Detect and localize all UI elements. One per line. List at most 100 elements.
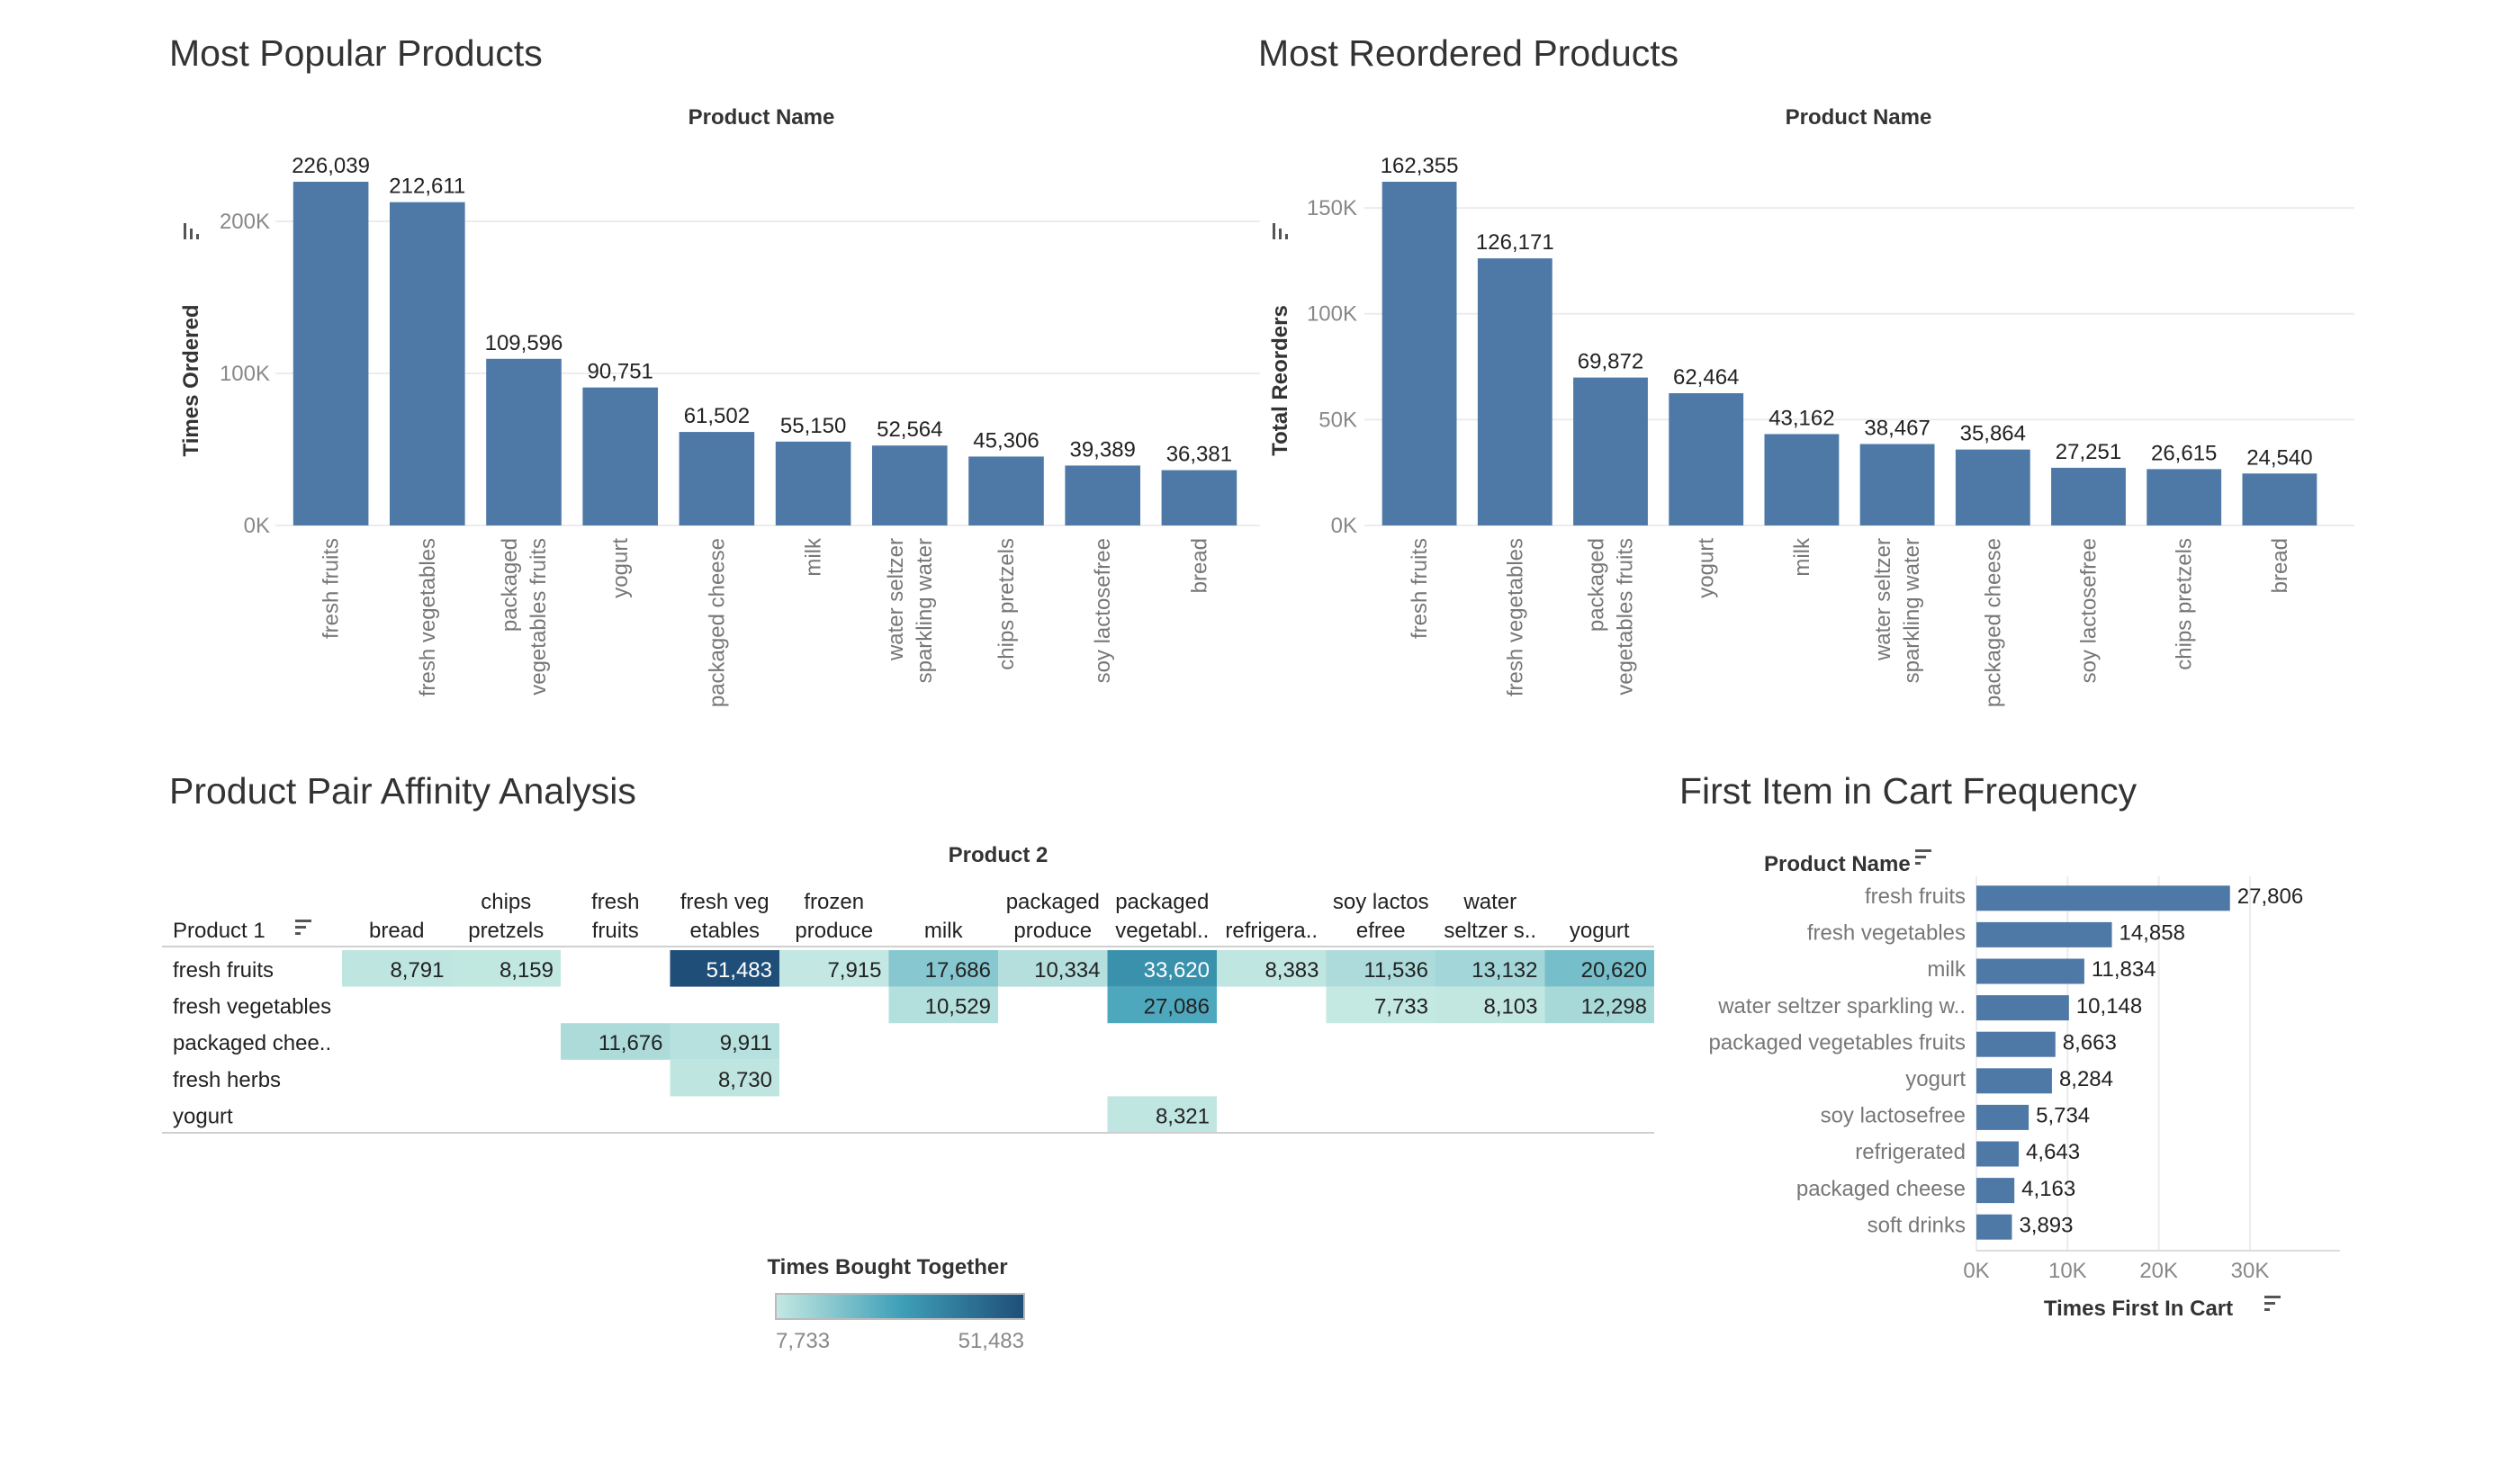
bar[interactable]	[1976, 995, 2069, 1021]
bar[interactable]	[775, 441, 851, 525]
heatmap-cell[interactable]	[670, 950, 780, 987]
heatmap-cell[interactable]	[888, 986, 999, 1024]
heatmap-cell[interactable]	[1217, 950, 1327, 987]
bar[interactable]	[1764, 434, 1840, 525]
bar[interactable]	[1477, 258, 1552, 525]
bar[interactable]	[1859, 444, 1935, 525]
row-sort-icon[interactable]	[295, 920, 311, 935]
bar-value-label: 27,251	[2056, 440, 2121, 464]
bar[interactable]	[1976, 1214, 2012, 1240]
bar-value-label: 61,502	[684, 404, 750, 428]
category-label-line: bread	[2268, 538, 2292, 593]
column-header: pretzels	[468, 919, 544, 943]
heatmap-cell[interactable]	[1107, 950, 1218, 987]
row-label: yogurt	[173, 1104, 233, 1128]
bar[interactable]	[1976, 1104, 2030, 1130]
bar[interactable]	[1669, 393, 1744, 525]
bar[interactable]	[2146, 469, 2222, 525]
category-label-line: fresh fruits	[320, 538, 344, 639]
bar[interactable]	[582, 387, 659, 525]
category-label: water seltzer sparkling water	[1871, 538, 1924, 683]
bar-value-label: 8,284	[2059, 1067, 2113, 1091]
popular-title: Most Popular Products	[169, 32, 543, 74]
category-label: yogurt	[1695, 538, 1719, 598]
column-header: fresh veg	[680, 890, 770, 914]
bar[interactable]	[1976, 921, 2112, 947]
category-label: milk	[802, 537, 826, 577]
x-axis-title: Times First In Cart	[2044, 1297, 2233, 1321]
category-label: chips pretzels	[2173, 538, 2197, 670]
bar[interactable]	[1065, 465, 1141, 525]
y-sort-icon[interactable]	[184, 223, 199, 239]
legend-min-label: 7,733	[776, 1329, 830, 1353]
y-sort-icon[interactable]	[1273, 223, 1288, 239]
x-sort-icon[interactable]	[2264, 1296, 2281, 1311]
sort-bar	[1915, 849, 1931, 852]
product-sort-icon[interactable]	[1915, 849, 1931, 865]
heatmap-cell-value: 17,686	[925, 958, 991, 983]
heatmap-cell[interactable]	[670, 1059, 780, 1097]
y-tick-label: 0K	[1331, 514, 1357, 538]
category-label: fresh vegetables	[1503, 538, 1527, 696]
heatmap-cell[interactable]	[451, 950, 562, 987]
category-label-line: chips pretzels	[2173, 538, 2197, 670]
bar[interactable]	[1976, 1031, 2056, 1057]
heatmap-cell-value: 10,334	[1034, 958, 1100, 983]
column-header: etables	[690, 919, 760, 943]
bar-value-label: 45,306	[973, 428, 1039, 453]
heatmap-cell[interactable]	[1544, 986, 1655, 1024]
column-header: soy lactos	[1333, 890, 1429, 914]
bar[interactable]	[1976, 885, 2230, 911]
bar-value-label: 38,467	[1864, 416, 1930, 440]
bar[interactable]	[292, 182, 369, 525]
heatmap-cell[interactable]	[779, 950, 889, 987]
category-label: milk	[1927, 957, 1966, 982]
reordered-products-chart: Product Name 0K 50K 100K 150K Total Reorders 1…	[1268, 105, 2354, 707]
bar[interactable]	[1382, 182, 1457, 525]
column-header: vegetabl..	[1115, 919, 1209, 943]
bar[interactable]	[2242, 473, 2318, 525]
bar[interactable]	[1976, 958, 2084, 984]
category-label: fresh fruits	[1408, 538, 1432, 639]
legend-title: Times Bought Together	[767, 1255, 1007, 1279]
heatmap-cell[interactable]	[998, 950, 1108, 987]
category-label-line: yogurt	[608, 538, 633, 598]
bar-value-label: 26,615	[2151, 441, 2217, 465]
heatmap-cell[interactable]	[1107, 986, 1218, 1024]
bar[interactable]	[679, 432, 755, 525]
heatmap-cell[interactable]	[670, 1023, 780, 1060]
y-tick-label: 100K	[1307, 302, 1357, 327]
bar[interactable]	[1161, 470, 1238, 525]
bar[interactable]	[1976, 1068, 2052, 1094]
bar[interactable]	[2051, 467, 2126, 525]
heatmap-cell[interactable]	[1436, 986, 1545, 1024]
heatmap-cell-value: 7,915	[827, 958, 881, 983]
bar[interactable]	[389, 202, 465, 525]
heatmap-cell[interactable]	[1107, 1096, 1218, 1133]
reordered-title: Most Reordered Products	[1258, 32, 1679, 74]
row-label: fresh herbs	[173, 1068, 281, 1092]
category-label: yogurt	[608, 538, 633, 598]
bar[interactable]	[1573, 377, 1648, 525]
heatmap-cell[interactable]	[561, 1023, 670, 1060]
bar[interactable]	[486, 358, 562, 525]
column-header: packaged	[1006, 890, 1100, 914]
y-axis-title: Times Ordered	[179, 305, 203, 457]
first-item-chart: Product Name 0K 10K 20K 30K fresh fruits 27,80…	[1708, 849, 2340, 1321]
bar-value-label: 27,806	[2237, 884, 2303, 909]
bar[interactable]	[871, 445, 948, 525]
heatmap-cell[interactable]	[1436, 950, 1545, 987]
heatmap-cell-value: 11,676	[598, 1031, 663, 1055]
bar[interactable]	[968, 456, 1044, 525]
sort-bar	[1279, 229, 1282, 239]
heatmap-cell[interactable]	[342, 950, 452, 987]
heatmap-cell[interactable]	[888, 950, 999, 987]
bar[interactable]	[1976, 1141, 2020, 1167]
bar[interactable]	[1976, 1178, 2015, 1204]
bar[interactable]	[1955, 449, 2030, 525]
heatmap-cell[interactable]	[1326, 986, 1436, 1024]
sort-bar	[2264, 1308, 2270, 1311]
heatmap-cell[interactable]	[1326, 950, 1436, 987]
bar-value-label: 5,734	[2036, 1104, 2090, 1128]
heatmap-cell[interactable]	[1544, 950, 1655, 987]
